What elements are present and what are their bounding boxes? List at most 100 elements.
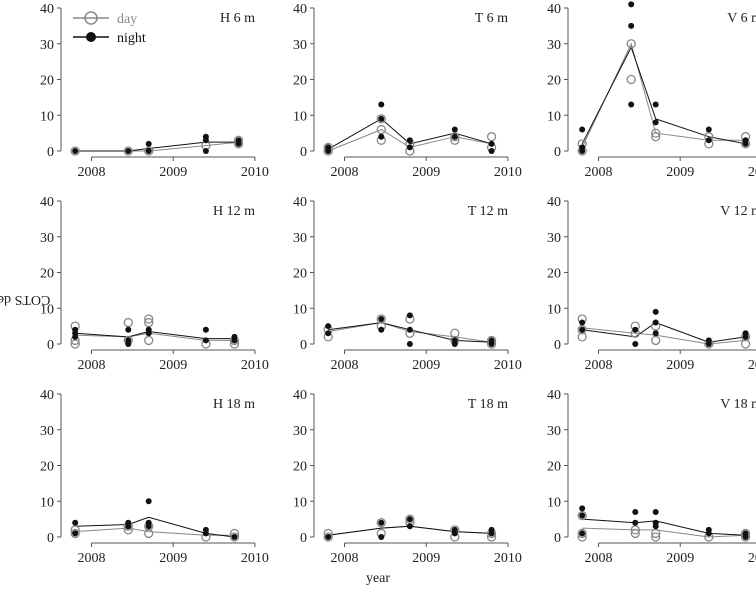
night-point bbox=[579, 326, 586, 333]
night-point bbox=[451, 133, 458, 140]
y-tick-label: 10 bbox=[547, 302, 561, 317]
night-mean-line bbox=[327, 118, 492, 150]
x-tick-label: 2009 bbox=[412, 551, 440, 566]
legend-night-marker bbox=[86, 32, 96, 42]
x-tick-label: 2009 bbox=[666, 551, 694, 566]
x-tick-label: 2010 bbox=[241, 358, 269, 373]
day-point bbox=[577, 510, 587, 521]
day-point bbox=[651, 335, 661, 346]
y-tick-label: 30 bbox=[40, 38, 54, 53]
y-tick-label: 0 bbox=[554, 531, 561, 546]
night-point bbox=[632, 519, 639, 526]
day-point bbox=[144, 528, 154, 539]
night-point bbox=[202, 148, 209, 154]
day-point bbox=[651, 132, 661, 142]
night-point bbox=[488, 530, 495, 537]
night-point bbox=[742, 140, 749, 147]
night-point bbox=[378, 326, 385, 333]
y-tick-label: 20 bbox=[547, 267, 561, 282]
x-tick-label: 2008 bbox=[78, 165, 106, 180]
night-point bbox=[406, 312, 413, 319]
day-point bbox=[229, 532, 240, 542]
night-point bbox=[579, 530, 586, 537]
day-point bbox=[70, 339, 80, 349]
y-tick-label: 0 bbox=[300, 145, 307, 160]
night-point bbox=[742, 534, 749, 540]
night-point bbox=[325, 323, 332, 330]
legend-day-marker bbox=[84, 11, 98, 25]
night-point bbox=[145, 140, 152, 147]
y-axis-label-text: COTS density (200 m bbox=[0, 291, 51, 307]
night-point bbox=[579, 148, 586, 154]
panel-8: 0 10 20 30 40 2008 2009 2010 T 18 m bbox=[293, 388, 522, 566]
panel-9: 0 10 20 30 40 2008 2009 2010 V 18 m bbox=[547, 388, 756, 566]
night-point bbox=[628, 1, 635, 8]
y-tick-label: 40 bbox=[293, 2, 307, 17]
day-point bbox=[144, 146, 154, 156]
panel-title: T 18 m bbox=[468, 397, 508, 412]
x-tick-label: 2010 bbox=[494, 358, 522, 373]
x-tick-label: 2008 bbox=[331, 358, 359, 373]
night-point bbox=[235, 140, 242, 147]
x-tick-label: 2008 bbox=[331, 551, 359, 566]
y-tick-label: 10 bbox=[293, 109, 307, 124]
day-point bbox=[630, 525, 640, 535]
day-point bbox=[405, 514, 415, 524]
panel-6: 0 10 20 30 40 2008 2009 2010 V 12 m bbox=[547, 195, 756, 373]
night-mean-line bbox=[75, 330, 235, 340]
night-point bbox=[231, 337, 238, 344]
x-tick-label: 2008 bbox=[78, 551, 106, 566]
night-point bbox=[488, 341, 495, 347]
y-tick-label: 40 bbox=[547, 2, 561, 17]
y-tick-label: 40 bbox=[40, 388, 54, 403]
day-point bbox=[70, 146, 80, 156]
day-mean-line bbox=[75, 332, 235, 341]
night-point bbox=[652, 101, 659, 108]
day-point bbox=[486, 132, 497, 142]
y-tick-label: 40 bbox=[293, 195, 307, 210]
day-point bbox=[577, 332, 587, 342]
y-tick-label: 30 bbox=[547, 38, 561, 53]
day-point bbox=[626, 39, 636, 49]
y-tick-label: 40 bbox=[547, 388, 561, 403]
night-point bbox=[579, 126, 586, 133]
night-point bbox=[579, 319, 586, 326]
y-tick-label: 10 bbox=[40, 109, 54, 124]
y-tick-label: 30 bbox=[40, 231, 54, 246]
night-mean-line bbox=[582, 322, 746, 343]
night-point bbox=[325, 534, 332, 540]
panel-title: H 12 m bbox=[213, 204, 255, 219]
day-point bbox=[144, 314, 154, 324]
panel-title: H 6 m bbox=[220, 11, 255, 26]
x-tick-label: 2009 bbox=[159, 358, 187, 373]
night-point bbox=[632, 508, 639, 515]
y-tick-label: 30 bbox=[547, 424, 561, 439]
x-tick-label: 2010 bbox=[241, 165, 269, 180]
panel-title: V 6 m bbox=[727, 11, 756, 26]
night-point bbox=[72, 333, 79, 340]
x-tick-label: 2008 bbox=[331, 165, 359, 180]
panel-1: 0 10 20 30 40 2008 2009 2010 H 6 m bbox=[40, 2, 269, 180]
night-point bbox=[406, 144, 413, 151]
night-point bbox=[325, 144, 332, 151]
night-point bbox=[72, 148, 79, 154]
panel-2: 0 10 20 30 40 2008 2009 2010 T 6 m bbox=[293, 2, 522, 180]
day-point bbox=[376, 114, 386, 124]
panel-title: V 18 m bbox=[720, 397, 756, 412]
day-mean-line bbox=[582, 327, 746, 345]
y-tick-label: 10 bbox=[293, 302, 307, 317]
y-tick-label: 0 bbox=[47, 531, 54, 546]
night-point bbox=[202, 530, 209, 537]
y-tick-label: 30 bbox=[293, 231, 307, 246]
night-point bbox=[378, 519, 385, 526]
night-point bbox=[145, 498, 152, 505]
y-tick-label: 40 bbox=[40, 2, 54, 17]
panel-4: 0 10 20 30 40 2008 2009 2010 H 12 m bbox=[40, 195, 269, 373]
night-point bbox=[125, 341, 132, 347]
y-tick-label: 0 bbox=[47, 338, 54, 353]
night-point bbox=[705, 126, 712, 133]
night-point bbox=[406, 341, 413, 347]
day-point bbox=[123, 317, 133, 328]
day-point bbox=[577, 528, 587, 539]
